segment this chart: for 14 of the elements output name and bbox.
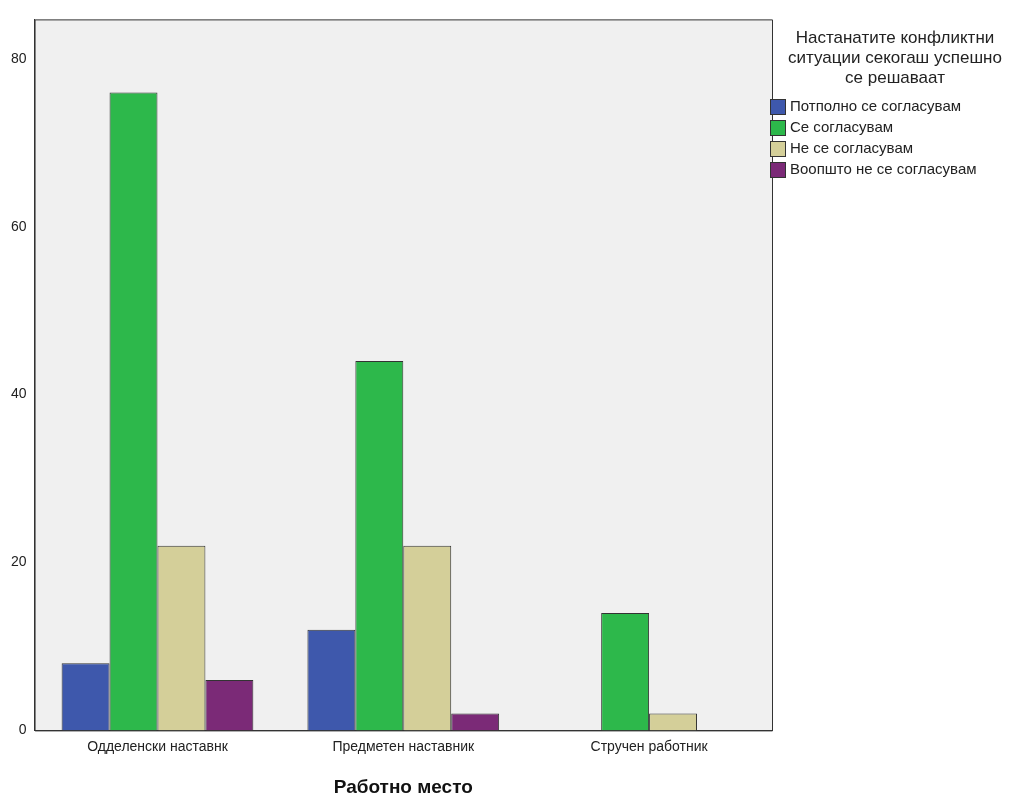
y-tick-label: 40 [10,385,27,402]
x-tick-label: Одделенски наставнк [87,737,229,754]
legend-label: Се согласувам [790,118,895,135]
y-tick-label: 0 [18,721,27,738]
legend-title: Настанатите конфликтни ситуации секогаш успешно се решаваат [787,28,1003,88]
x-axis-title: Работно место [333,775,473,797]
x-tick-label: Стручен работник [590,737,709,754]
legend-label: Воопшто не се согласувам [790,160,978,177]
x-tick-label: Предметен наставник [332,737,476,754]
y-tick-label: 20 [10,553,27,570]
y-tick-label: 80 [10,49,27,66]
legend-label: Не се согласувам [790,139,915,156]
y-tick-label: 60 [10,217,27,234]
legend-label: Потполно се согласувам [790,97,963,114]
